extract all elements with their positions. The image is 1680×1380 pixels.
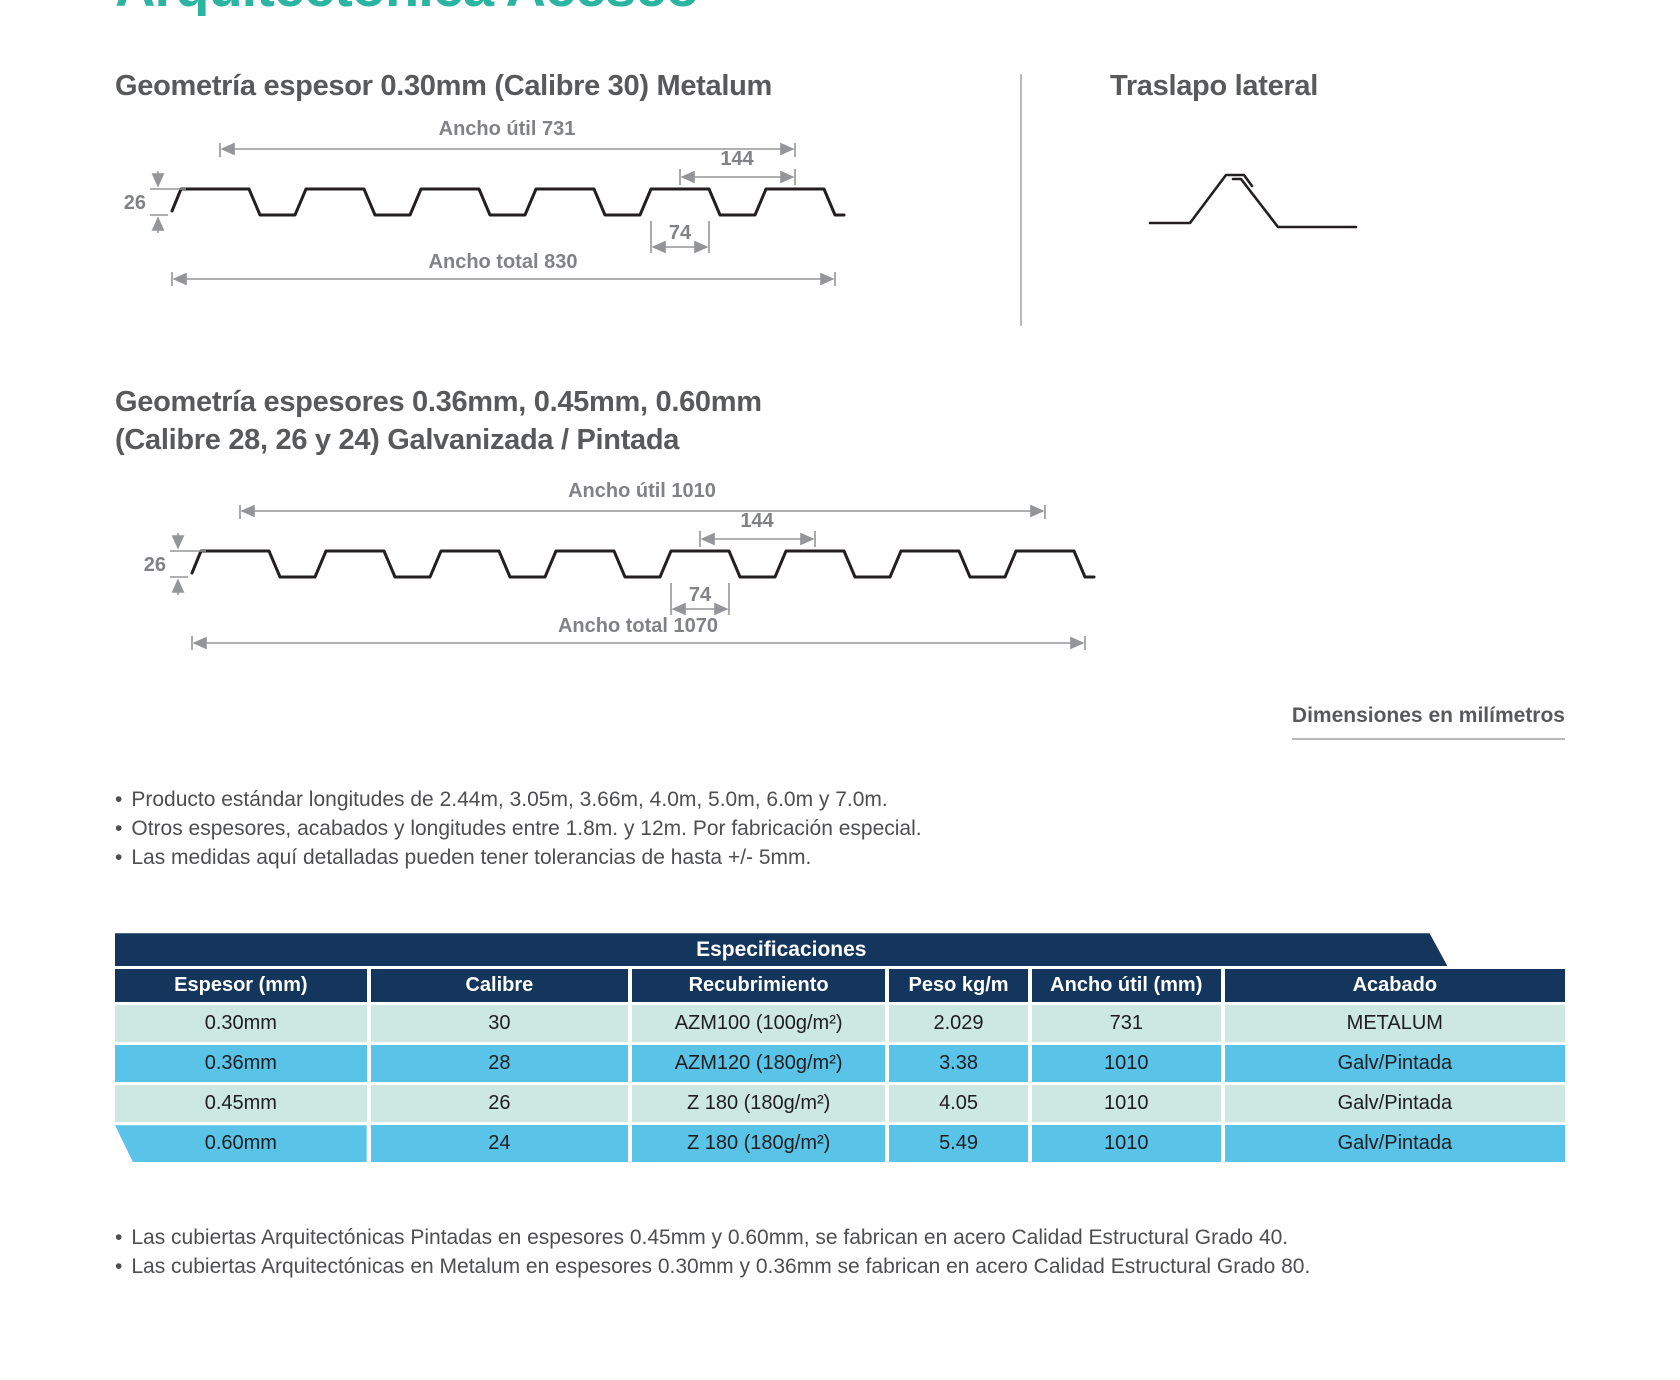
table-cell: Galv/Pintada	[1224, 1045, 1565, 1083]
table-cell: Galv/Pintada	[1224, 1125, 1565, 1163]
dim-ancho-total-label: Ancho total 830	[429, 251, 578, 273]
table-cell: 28	[370, 1045, 629, 1083]
panel-profile-path	[170, 187, 846, 217]
dim-144-label: 144	[720, 148, 754, 170]
traslapo-heading: Traslapo lateral	[1110, 70, 1318, 102]
note-item: Las cubiertas Arquitectónicas Pintadas e…	[115, 1224, 1565, 1253]
table-cell: 3.38	[889, 1045, 1028, 1083]
note-text: Otros espesores, acabados y longitudes e…	[131, 817, 922, 841]
geometry-036-heading-line2: (Calibre 28, 26 y 24) Galvanizada / Pint…	[115, 423, 680, 456]
note-item: Las medidas aquí detalladas pueden tener…	[115, 844, 1565, 873]
table-cell: Galv/Pintada	[1224, 1085, 1565, 1123]
table-cell: 4.05	[889, 1085, 1028, 1123]
profile-diagram-calibre28-26-24: Ancho útil 1010 144 26	[144, 480, 1096, 651]
material-notes: Las cubiertas Arquitectónicas Pintadas e…	[115, 1224, 1565, 1282]
table-cell: 0.36mm	[115, 1045, 367, 1083]
note-text: Las cubiertas Arquitectónicas en Metalum…	[131, 1255, 1311, 1279]
dim-ancho-util-label: Ancho útil 731	[439, 119, 576, 140]
bullet-icon	[115, 786, 131, 815]
table-cell: 0.30mm	[115, 1005, 367, 1043]
table-cell: 5.49	[889, 1125, 1028, 1163]
table-cell: Z 180 (180g/m²)	[632, 1085, 886, 1123]
column-header-peso: Peso kg/m	[889, 969, 1028, 1003]
dim-144-label: 144	[740, 510, 774, 532]
column-header-acabado: Acabado	[1224, 969, 1565, 1003]
note-item: Las cubiertas Arquitectónicas en Metalum…	[115, 1253, 1565, 1282]
column-header-ancho-util: Ancho útil (mm)	[1031, 969, 1221, 1003]
geometry-036-heading-line1: Geometría espesores 0.36mm, 0.45mm, 0.60…	[115, 386, 762, 418]
bullet-icon	[115, 844, 131, 873]
table-cell: METALUM	[1224, 1005, 1565, 1043]
dimensions-note: Dimensiones en milímetros	[1291, 704, 1565, 741]
note-item: Producto estándar longitudes de 2.44m, 3…	[115, 786, 1565, 815]
vertical-divider	[1020, 74, 1022, 326]
traslapo-diagram	[1148, 173, 1358, 229]
note-item: Otros espesores, acabados y longitudes e…	[115, 815, 1565, 844]
table-cell: AZM120 (180g/m²)	[632, 1045, 886, 1083]
table-cell: 0.45mm	[115, 1085, 367, 1123]
dim-ancho-util-label: Ancho útil 1010	[568, 481, 716, 502]
bullet-icon	[115, 1224, 131, 1253]
note-text: Las medidas aquí detalladas pueden tener…	[131, 846, 812, 870]
dim-26-label: 26	[124, 192, 146, 214]
dim-74-label: 74	[669, 222, 692, 244]
dim-26-label: 26	[144, 554, 166, 576]
bullet-icon	[115, 1253, 131, 1282]
profile-diagram-calibre30: Ancho útil 731 144 26	[124, 118, 846, 286]
table-cell: 30	[370, 1005, 629, 1043]
dim-74-label: 74	[689, 584, 712, 606]
column-header-espesor: Espesor (mm)	[115, 969, 367, 1003]
note-text: Las cubiertas Arquitectónicas Pintadas e…	[131, 1226, 1289, 1250]
specifications-table: Especificaciones Espesor (mm) Calibre Re…	[115, 933, 1565, 1163]
table-cell: 1010	[1031, 1085, 1221, 1123]
table-cell: 731	[1031, 1005, 1221, 1043]
dim-ancho-total-label: Ancho total 1070	[558, 615, 718, 637]
top-section-row: Geometría espesor 0.30mm (Calibre 30) Me…	[115, 70, 1565, 326]
table-cell: AZM100 (100g/m²)	[632, 1005, 886, 1043]
table-cell: 24	[370, 1125, 629, 1163]
panel-profile-path	[190, 549, 1096, 579]
traslapo-section: Traslapo lateral	[1022, 70, 1565, 326]
table-cell: 1010	[1031, 1045, 1221, 1083]
table-cell: 1010	[1031, 1125, 1221, 1163]
geometry-030-heading: Geometría espesor 0.30mm (Calibre 30) Me…	[115, 70, 772, 102]
traslapo-bottom-sheet	[1231, 177, 1358, 229]
table-cell: 2.029	[889, 1005, 1028, 1043]
traslapo-top-sheet	[1148, 173, 1254, 225]
bullet-icon	[115, 815, 131, 844]
table-cell: 0.60mm	[115, 1125, 367, 1163]
table-cell: 26	[370, 1085, 629, 1123]
table-title-ribbon: Especificaciones	[115, 933, 1448, 966]
column-header-calibre: Calibre	[370, 969, 629, 1003]
column-header-recubrimiento: Recubrimiento	[632, 969, 886, 1003]
product-notes: Producto estándar longitudes de 2.44m, 3…	[115, 786, 1565, 873]
spec-grid: Espesor (mm) Calibre Recubrimiento Peso …	[115, 969, 1565, 1163]
note-text: Producto estándar longitudes de 2.44m, 3…	[131, 788, 888, 812]
table-cell: Z 180 (180g/m²)	[632, 1125, 886, 1163]
geometry-036-section: Geometría espesores 0.36mm, 0.45mm, 0.60…	[115, 384, 1565, 662]
geometry-030-section: Geometría espesor 0.30mm (Calibre 30) Me…	[115, 70, 1020, 326]
page-title: Arquitectónica Acesco	[115, 0, 1015, 16]
table-title: Especificaciones	[696, 937, 867, 961]
page-title-cropped: Arquitectónica Acesco	[115, 0, 1015, 16]
